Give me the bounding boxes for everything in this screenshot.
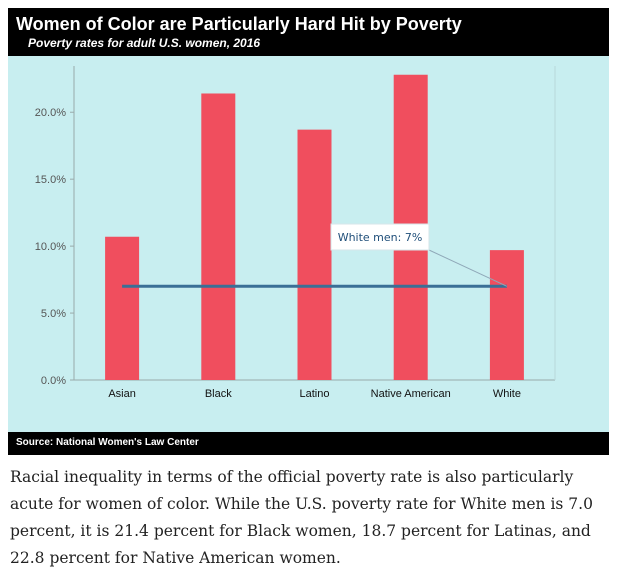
x-category-label: Native American <box>371 388 451 400</box>
bar-chart: 0.0% 5.0% 10.0% 15.0% 20.0% Asian Black Latino N… <box>35 66 556 400</box>
x-category-label: Black <box>205 388 232 400</box>
y-tick-label: 10.0% <box>35 241 66 253</box>
x-category-label: Latino <box>300 388 330 400</box>
bar-black <box>201 93 236 380</box>
chart-subtitle: Poverty rates for adult U.S. women, 2016 <box>28 36 261 50</box>
annotation-leader <box>428 249 508 287</box>
bar-white <box>489 250 524 380</box>
y-tick-label: 0.0% <box>41 375 66 387</box>
y-tick-label: 15.0% <box>35 174 66 186</box>
chart-figure: Women of Color are Particularly Hard Hit… <box>8 8 609 455</box>
bar-asian <box>105 236 140 380</box>
bar-latino <box>297 129 332 380</box>
chart-source: Source: National Women's Law Center <box>16 437 199 448</box>
chart-title: Women of Color are Particularly Hard Hit… <box>16 14 462 34</box>
annotation-box <box>330 223 430 251</box>
title-bar: Women of Color are Particularly Hard Hit… <box>8 8 609 56</box>
x-category-label: Asian <box>108 388 136 400</box>
caption-paragraph: Racial inequality in terms of the offici… <box>10 468 593 567</box>
annotation-label: White men: 7% <box>338 231 423 244</box>
x-category-label: White <box>493 388 521 400</box>
y-tick-label: 20.0% <box>35 107 66 119</box>
y-tick-label: 5.0% <box>41 308 66 320</box>
source-bar: Source: National Women's Law Center <box>8 432 609 455</box>
